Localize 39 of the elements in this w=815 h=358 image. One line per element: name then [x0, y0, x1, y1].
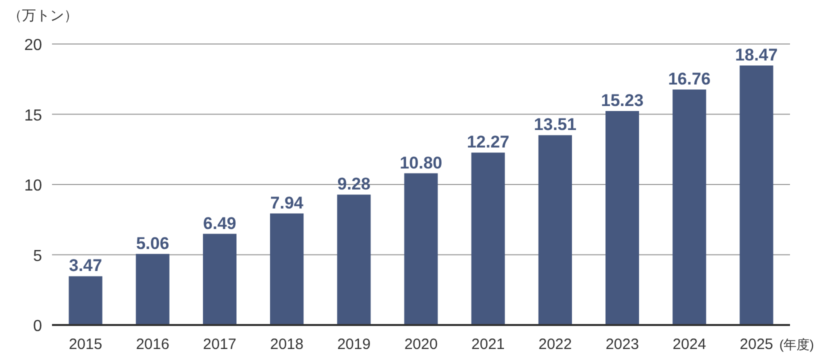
bar — [606, 111, 640, 325]
bar — [471, 152, 505, 325]
x-tick-label: 2016 — [136, 336, 170, 353]
x-tick-label: 2017 — [203, 336, 236, 353]
x-tick-label: 2021 — [471, 336, 505, 353]
bar — [270, 213, 304, 325]
text: 3.47 — [69, 256, 102, 276]
bar — [202, 234, 236, 325]
text: 6.49 — [203, 214, 236, 233]
text: 13.51 — [534, 115, 576, 134]
y-tick-label: 10 — [24, 178, 42, 194]
x-tick-label: 2019 — [337, 336, 371, 353]
x-tick-label: 2020 — [404, 336, 438, 353]
text: 18.47 — [735, 45, 778, 64]
x-tick-label: 2025 — [740, 336, 774, 353]
bar — [672, 90, 706, 325]
bar — [337, 194, 371, 325]
x-axis-title: (年度) — [779, 337, 814, 352]
text: 12.27 — [466, 132, 510, 152]
text: 5.06 — [136, 234, 170, 253]
bar — [740, 65, 774, 325]
y-tick-label: 15 — [24, 107, 42, 124]
bar — [404, 173, 438, 325]
y-tick-label: 5 — [33, 248, 42, 265]
bar — [136, 254, 170, 325]
x-tick-label: 2023 — [606, 336, 639, 353]
bar — [68, 276, 102, 325]
text: 15.23 — [601, 91, 644, 110]
text: 7.94 — [270, 193, 304, 212]
x-tick-label: 2018 — [270, 336, 304, 353]
y-axis-title: （万トン） — [8, 7, 78, 23]
text: 16.76 — [668, 70, 711, 89]
bar — [538, 135, 572, 325]
x-tick-label: 2022 — [538, 336, 572, 353]
x-tick-label: 2015 — [68, 336, 102, 353]
text: 10.80 — [400, 153, 442, 172]
y-tick-label: 0 — [33, 318, 42, 335]
x-tick-label: 2024 — [672, 336, 706, 353]
y-tick-label: 20 — [24, 37, 42, 54]
